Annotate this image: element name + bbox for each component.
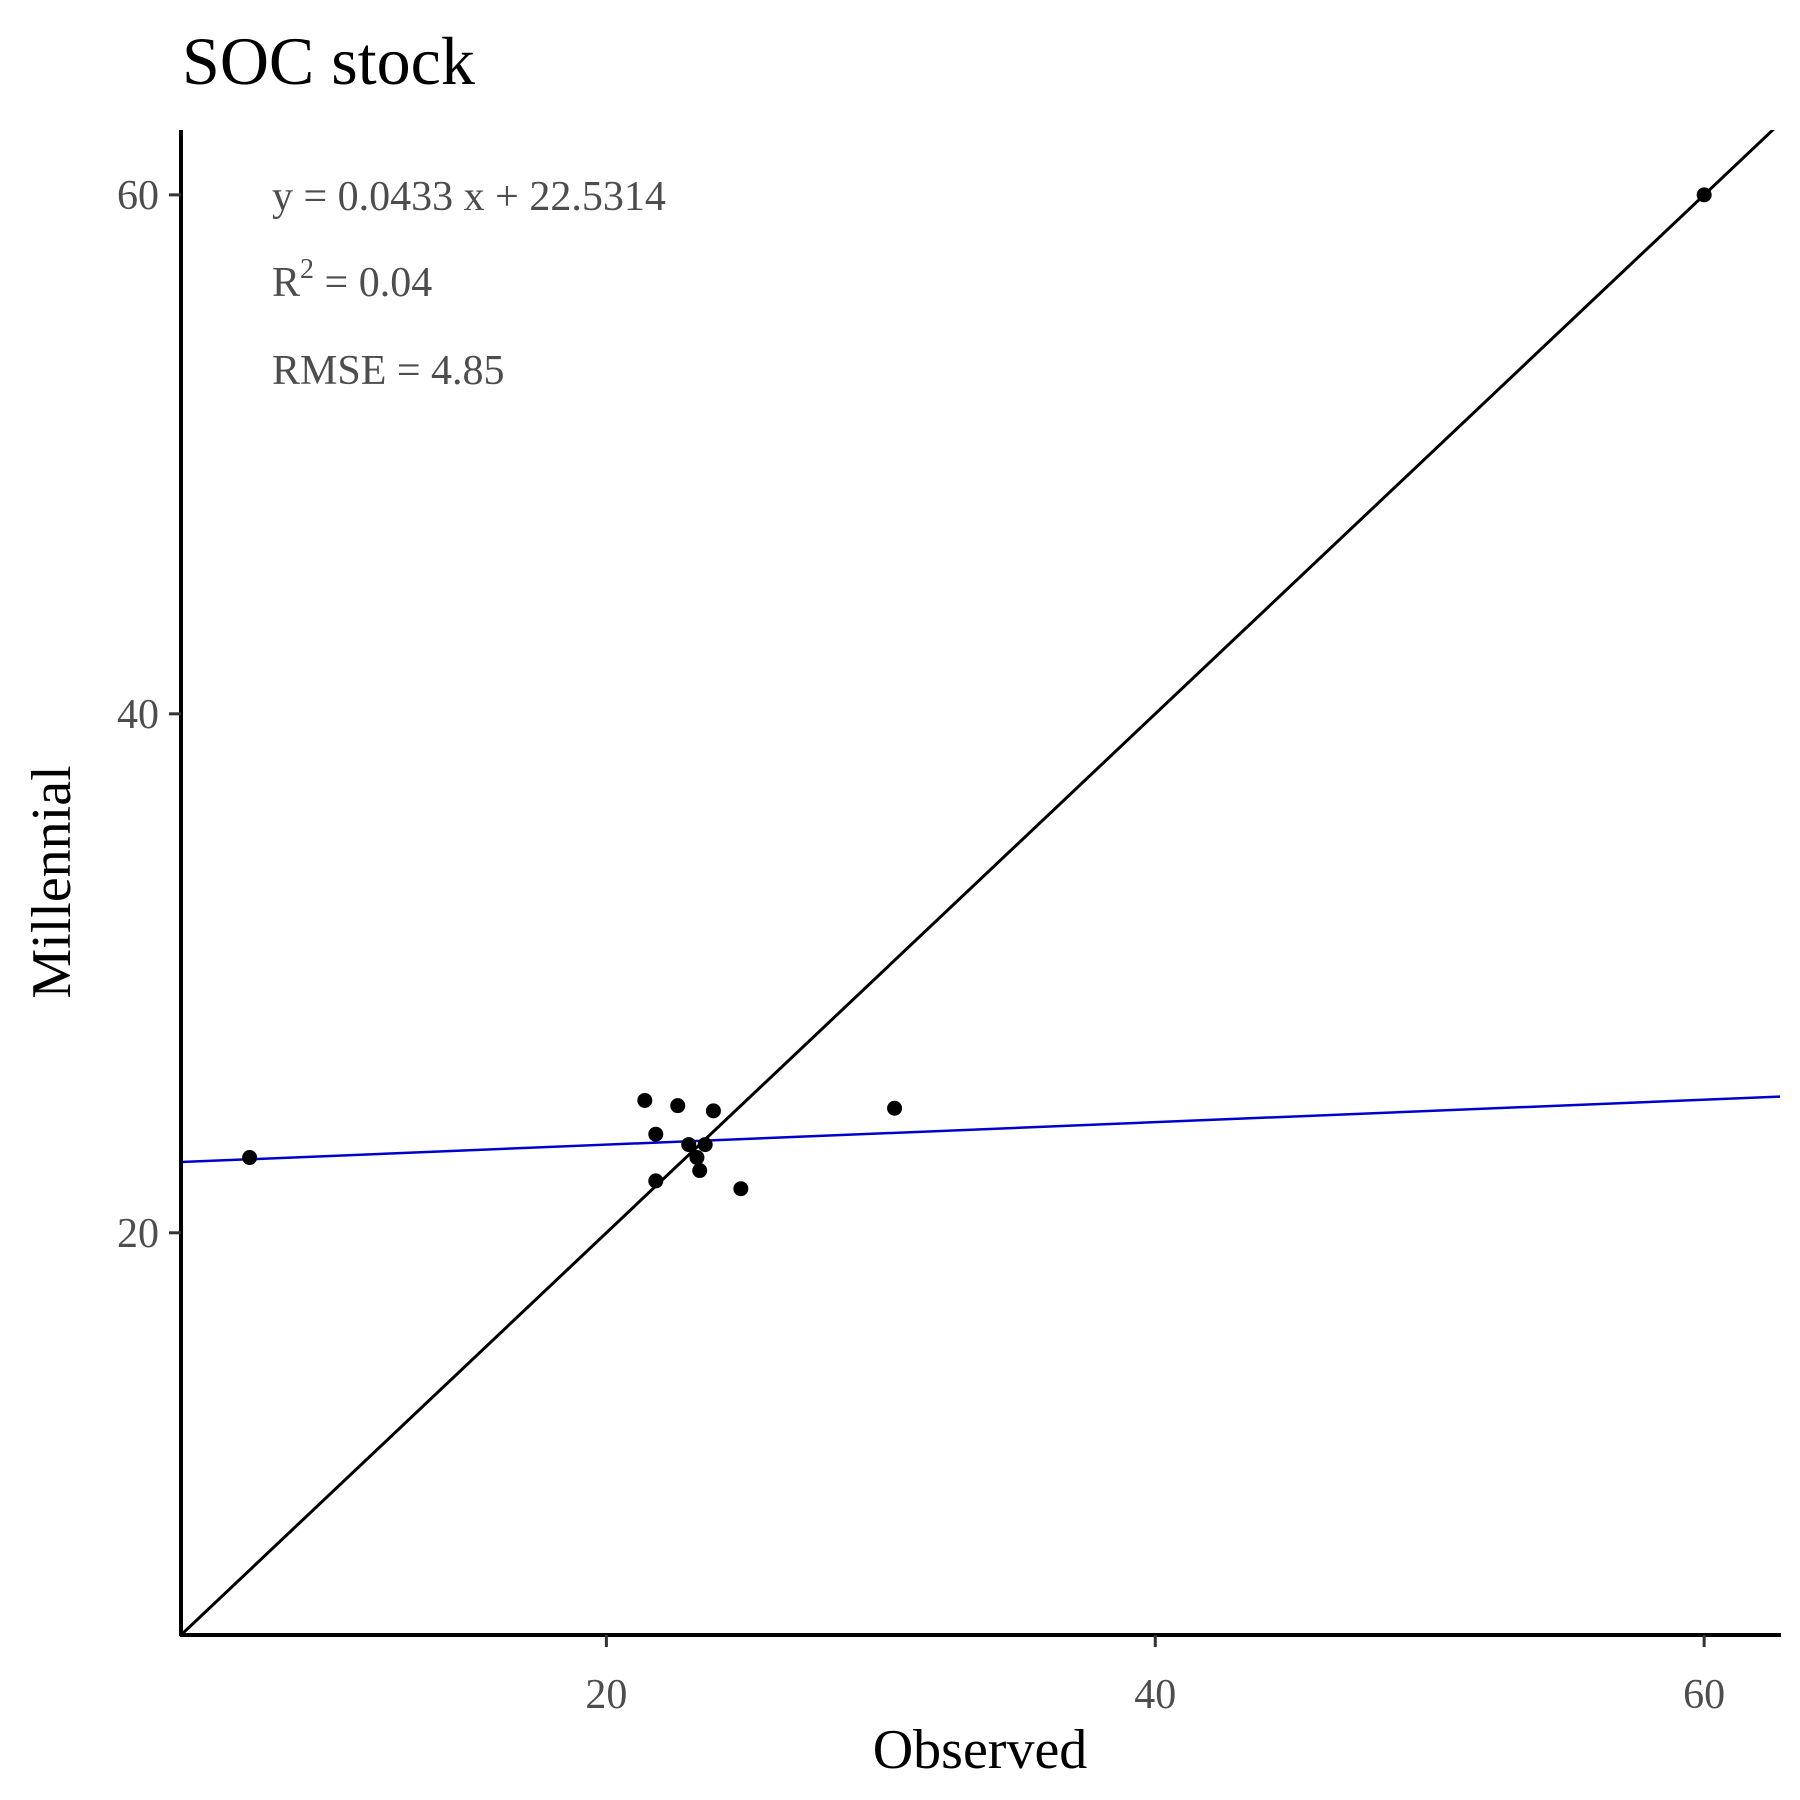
- y-axis-title: Millennial: [21, 765, 83, 998]
- equation-label: y = 0.0433 x + 22.5314: [272, 174, 666, 220]
- data-point: [670, 1098, 686, 1114]
- y-tick-label: 20: [117, 1211, 159, 1257]
- data-point: [637, 1092, 653, 1108]
- y-tick-label: 60: [117, 173, 159, 219]
- r-squared-value: = 0.04: [314, 260, 432, 306]
- data-point: [648, 1173, 664, 1189]
- data-point: [689, 1150, 705, 1166]
- r-squared-superscript: 2: [300, 254, 314, 285]
- x-axis-title: Observed: [873, 1719, 1088, 1781]
- regression-line: [180, 1095, 1780, 1164]
- data-point: [733, 1181, 749, 1197]
- chart-title: SOC stock: [182, 23, 475, 99]
- data-points: [242, 187, 1712, 1197]
- data-point: [887, 1100, 903, 1116]
- data-point: [1696, 187, 1712, 203]
- x-tick-label: 60: [1683, 1672, 1725, 1718]
- identity-line: [180, 130, 1775, 1635]
- data-point: [692, 1163, 708, 1179]
- data-point: [648, 1126, 664, 1142]
- data-point: [697, 1137, 713, 1153]
- r-squared-prefix: R: [272, 260, 300, 306]
- rmse-label: RMSE = 4.85: [272, 348, 505, 394]
- x-tick-label: 40: [1134, 1672, 1176, 1718]
- y-tick-label: 40: [117, 692, 159, 738]
- data-point: [242, 1150, 258, 1166]
- x-tick-label: 20: [585, 1672, 627, 1718]
- data-point: [681, 1137, 697, 1153]
- data-point: [705, 1103, 721, 1119]
- r-squared-label: R2 = 0.04: [272, 254, 432, 306]
